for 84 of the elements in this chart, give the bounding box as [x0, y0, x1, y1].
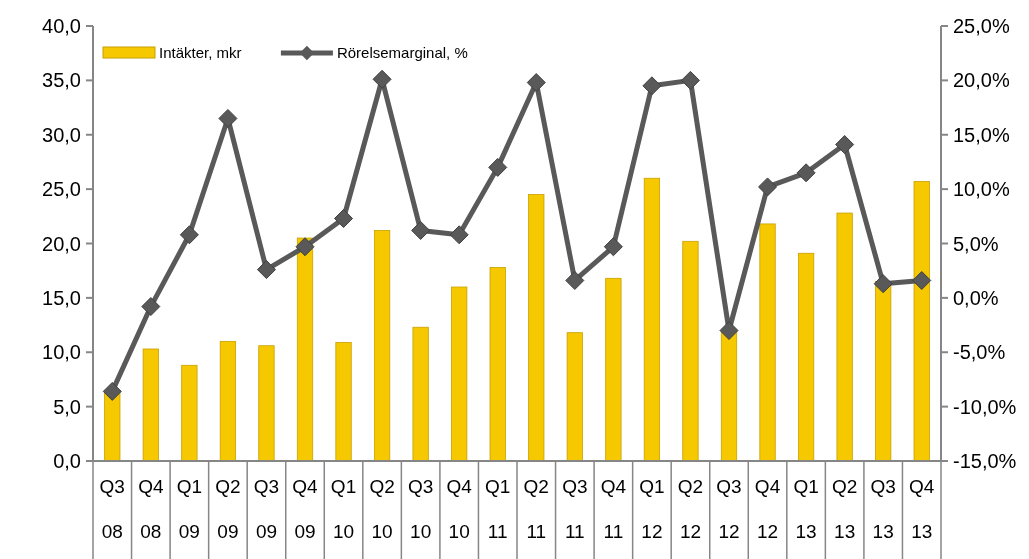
category-label: Q1 12	[639, 476, 665, 542]
y-tick-label: 0,0	[53, 450, 81, 472]
bar	[759, 223, 776, 462]
y-tick-label: 30,0	[42, 123, 81, 146]
category-label: Q1 09	[176, 476, 203, 542]
bar	[682, 240, 699, 462]
category-label: Q4 13	[909, 476, 935, 542]
bar	[373, 230, 391, 462]
bar	[566, 332, 583, 462]
point	[796, 163, 816, 183]
point	[835, 135, 855, 155]
point	[603, 237, 623, 257]
category-label: Q2 11	[523, 476, 549, 542]
category-label: Q3 11	[562, 476, 588, 542]
point	[912, 270, 932, 290]
bar	[258, 345, 275, 462]
y2-tick-label: 25,0%	[953, 15, 1010, 37]
point	[295, 237, 315, 257]
point	[526, 73, 546, 93]
y2-tick-label: 0,0%	[953, 286, 999, 309]
category-label: Q3 12	[716, 476, 742, 542]
y-tick-label: 10,0	[42, 341, 81, 364]
category-label: Q3 13	[870, 476, 896, 542]
bar	[142, 348, 159, 462]
bar	[412, 326, 429, 462]
point	[372, 69, 392, 89]
point	[719, 321, 739, 340]
category-label: Q4 10	[446, 476, 472, 542]
bar	[720, 330, 738, 462]
y-tick-label: 15,0	[42, 286, 81, 309]
point	[680, 70, 700, 90]
category-label: Q4 12	[754, 476, 781, 542]
bar	[451, 286, 468, 462]
bar	[219, 340, 237, 462]
bar	[605, 277, 622, 462]
bar	[528, 194, 545, 462]
point	[642, 76, 662, 96]
y2-tick-label: 10,0%	[953, 178, 1010, 201]
y-tick-label: 20,0	[42, 232, 81, 255]
category-label: Q2 10	[369, 476, 395, 542]
y2-tick-label: -5,0%	[953, 341, 1006, 364]
bar	[913, 181, 930, 462]
bar	[836, 212, 853, 462]
point	[334, 208, 354, 228]
bar	[181, 364, 198, 462]
point	[449, 225, 469, 245]
y-tick-label: 35,0	[42, 69, 81, 92]
y-tick-label: 40,0	[42, 15, 81, 37]
point	[179, 225, 199, 245]
category-label: Q3 09	[253, 476, 280, 542]
category-label: Q2 09	[215, 476, 241, 542]
bar	[489, 267, 506, 462]
point	[218, 108, 238, 128]
legend-label: Intäkter, mkr	[159, 44, 242, 61]
category-label: Q2 13	[831, 476, 858, 542]
category-label: Q1 11	[485, 476, 511, 542]
category-label: Q1 13	[793, 476, 819, 542]
y2-tick-label: -15,0%	[953, 450, 1017, 472]
category-label: Q4 08	[138, 476, 164, 542]
point	[873, 274, 893, 294]
y2-tick-label: 15,0%	[953, 123, 1010, 146]
bar	[797, 252, 815, 462]
legend-label: Rörelsemarginal, %	[336, 44, 468, 61]
point	[488, 157, 508, 177]
category-label: Q4 09	[292, 476, 318, 542]
point	[411, 220, 431, 240]
category-label: Q2 12	[677, 476, 704, 542]
category-label: Q1 10	[330, 476, 357, 542]
bar	[335, 342, 352, 462]
category-label: Q4 11	[600, 476, 627, 542]
point	[758, 177, 778, 197]
bar	[643, 177, 661, 462]
y2-tick-label: 5,0%	[953, 232, 999, 255]
y-tick-label: 25,0	[42, 178, 81, 201]
point	[565, 270, 585, 290]
category-label: Q3 08	[99, 476, 125, 542]
y2-tick-label: -10,0%	[953, 395, 1017, 418]
point	[256, 260, 276, 280]
bar	[296, 237, 314, 462]
point	[141, 297, 161, 317]
point	[102, 381, 122, 401]
y2-tick-label: 20,0%	[953, 69, 1010, 92]
y-tick-label: 5,0	[53, 395, 81, 418]
category-label: Q3 10	[407, 476, 434, 542]
